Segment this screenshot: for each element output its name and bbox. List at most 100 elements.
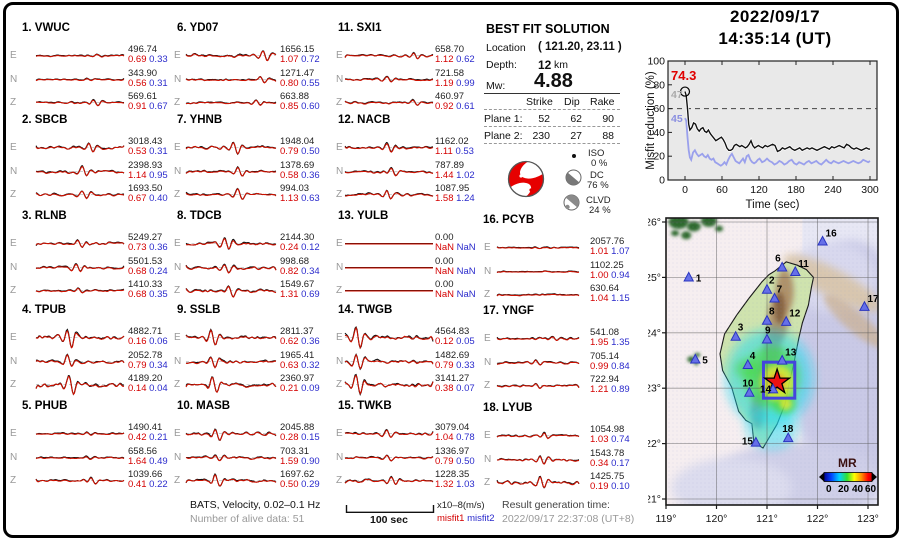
map-station-triangle-1 bbox=[683, 271, 695, 282]
waveform-MASB-Z bbox=[185, 472, 277, 487]
component-label: Z bbox=[174, 475, 181, 486]
result-time-value: 2022/09/17 22:37:08 (UT+8) bbox=[502, 513, 635, 525]
misfit1-value: 1.04 bbox=[435, 432, 454, 443]
waveform-SXI1-Z bbox=[344, 98, 434, 106]
synthetic-trace bbox=[496, 293, 580, 297]
station-block-YD07: 6. YD07 E 1656.15 1.07 0.72 N 1271.47 0.80 0.5… bbox=[172, 22, 336, 116]
component-label: E bbox=[484, 242, 491, 253]
peak-amplitude: 2811.37 bbox=[280, 326, 314, 337]
waveform-TPUB-Z bbox=[35, 374, 125, 396]
peak-amplitude: 2045.88 bbox=[280, 422, 315, 433]
misfit-values: 1.01 1.07 bbox=[590, 247, 630, 257]
synthetic-trace bbox=[185, 142, 277, 155]
waveform-PHUB-N bbox=[35, 454, 125, 460]
misfit2-value: 0.31 bbox=[149, 146, 168, 157]
misfit2-value: 0.31 bbox=[149, 77, 168, 89]
col-strike: Strike bbox=[526, 96, 553, 108]
component-label: Z bbox=[336, 475, 343, 486]
component-label: E bbox=[336, 50, 343, 61]
col-rake: Rake bbox=[590, 96, 615, 108]
component-label: Z bbox=[484, 289, 491, 300]
component-row-Z: Z 1410.33 0.68 0.35 bbox=[8, 279, 172, 302]
station-block-TWKB: 15. TWKB E 3079.04 1.04 0.78 N 1336.97 0.79 0.… bbox=[336, 400, 500, 494]
synthetic-trace bbox=[185, 263, 277, 274]
misfit1-value: 0.34 bbox=[590, 457, 609, 469]
dc-pct: 76 % bbox=[587, 180, 609, 191]
misfit1-value: 0.62 bbox=[280, 336, 299, 347]
misfit-values: 0.56 0.31 bbox=[128, 77, 168, 89]
station-block-SBCB: 2. SBCB E 3018.43 0.53 0.31 N 2398.93 1.14 0.9… bbox=[8, 114, 172, 208]
synthetic-trace bbox=[35, 190, 125, 200]
component-label: N bbox=[336, 355, 344, 367]
synthetic-trace bbox=[185, 75, 277, 83]
misfit2-value: 1.15 bbox=[611, 293, 630, 304]
misfit2-value: 0.90 bbox=[301, 455, 320, 467]
bats-bandpass-label: BATS, Velocity, 0.02–0.1 Hz bbox=[190, 499, 321, 511]
component-label: E bbox=[174, 238, 181, 249]
peak-amplitude: 2052.78 bbox=[128, 349, 163, 361]
misfit2-value: 1.24 bbox=[456, 193, 475, 204]
lon-label: 120° bbox=[706, 513, 728, 525]
peak-amplitude: 1378.69 bbox=[280, 159, 315, 171]
misfit2-value: 0.95 bbox=[149, 169, 168, 181]
synthetic-trace bbox=[344, 476, 434, 485]
station-header: 6. YD07 bbox=[177, 22, 219, 34]
misfit2-value: 0.24 bbox=[149, 265, 168, 277]
result-time-label: Result generation time: bbox=[502, 499, 610, 511]
plane1-rake: 90 bbox=[602, 113, 614, 125]
synthetic-trace bbox=[36, 99, 125, 107]
synthetic-trace bbox=[185, 376, 277, 394]
peak-amplitude: 1228.35 bbox=[435, 469, 470, 480]
secondary-misfit-curve bbox=[684, 117, 871, 167]
component-row-Z: Z 2360.97 0.21 0.09 bbox=[172, 373, 336, 396]
waveform-MASB-N bbox=[185, 453, 277, 461]
misfit-values: 0.58 0.36 bbox=[280, 170, 320, 181]
x-tick-label: 240 bbox=[824, 184, 842, 196]
peak-amplitude: 1410.33 bbox=[128, 279, 163, 290]
waveform-TPUB-E bbox=[35, 328, 125, 349]
misfit-values: 0.28 0.15 bbox=[280, 433, 320, 443]
map-station-triangle-3 bbox=[730, 330, 742, 341]
misfit1-value: 0.19 bbox=[590, 481, 609, 492]
peak-value-label: 74.3 bbox=[671, 68, 696, 83]
component-label: N bbox=[10, 451, 18, 463]
misfit1-value: 0.21 bbox=[280, 383, 299, 394]
peak-amplitude: 460.97 bbox=[435, 91, 465, 102]
lat-label: 26° bbox=[648, 217, 661, 229]
component-label: Z bbox=[174, 97, 181, 108]
misfit1-value: 0.92 bbox=[435, 101, 454, 112]
misfit-values: 0.14 0.04 bbox=[128, 384, 168, 394]
component-row-E: E 496.74 0.69 0.33 bbox=[8, 44, 172, 67]
component-label: E bbox=[174, 50, 181, 61]
component-label: E bbox=[174, 428, 181, 439]
misfit2-value: 0.63 bbox=[301, 193, 320, 204]
peak-amplitude: 630.64 bbox=[590, 283, 620, 294]
misfit-values: 0.82 0.34 bbox=[280, 266, 320, 277]
misfit2-value: 1.35 bbox=[611, 337, 630, 348]
x-tick-label: 60 bbox=[716, 184, 728, 196]
plane2-strike: 230 bbox=[532, 130, 550, 142]
synthetic-trace bbox=[496, 432, 580, 440]
waveform-TWGB-E bbox=[344, 325, 434, 350]
plane1-dip: 62 bbox=[570, 113, 582, 125]
peak-amplitude: 5501.53 bbox=[128, 255, 163, 267]
station-block-TPUB: 4. TPUB E 4882.71 0.16 0.06 N 2052.78 0.79 0.3… bbox=[8, 304, 172, 398]
peak-amplitude: 541.08 bbox=[590, 327, 620, 338]
misfit2-value: NaN bbox=[456, 242, 476, 253]
waveform-YHNB-N bbox=[185, 165, 277, 176]
component-label: Z bbox=[174, 379, 181, 390]
misfit-values: NaN NaN bbox=[435, 265, 476, 277]
synthetic-trace bbox=[35, 477, 125, 485]
misfit2-value: 0.99 bbox=[456, 77, 475, 89]
misfit2-value: 0.36 bbox=[301, 336, 320, 347]
component-row-Z: Z 1697.62 0.50 0.29 bbox=[172, 469, 336, 492]
map-station-number-9: 9 bbox=[765, 325, 771, 336]
map-station-triangle-4 bbox=[742, 358, 754, 370]
misfit2-value: 0.09 bbox=[301, 383, 320, 394]
map-station-number-17: 17 bbox=[867, 294, 879, 305]
synthetic-trace bbox=[344, 374, 434, 395]
component-label: Z bbox=[336, 97, 343, 108]
component-label: Z bbox=[10, 379, 17, 390]
misfit1-value: NaN bbox=[435, 265, 455, 277]
waveform-NACB-N bbox=[344, 166, 434, 176]
